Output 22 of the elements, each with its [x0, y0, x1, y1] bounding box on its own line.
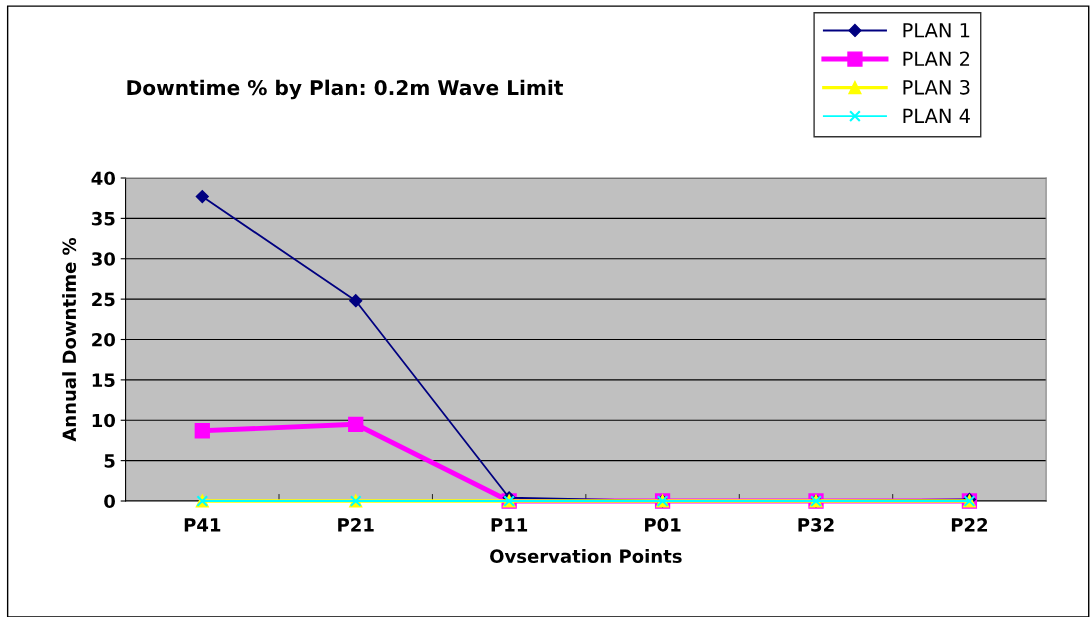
y-tick-label: 35	[91, 211, 115, 226]
x-tick-label: P41	[184, 518, 221, 532]
legend-label: PLAN 1	[903, 23, 970, 38]
y-tick-label: 30	[91, 252, 115, 266]
y-tick-label: 0	[104, 494, 115, 509]
x-tick-label: P01	[645, 517, 681, 532]
x-axis-title: Ovservation Points	[490, 549, 682, 564]
y-tick-label: 15	[92, 373, 115, 387]
y-axis-title: Annual Downtime %	[62, 237, 77, 442]
y-tick-label: 20	[92, 332, 115, 347]
legend-label: PLAN 2	[903, 51, 970, 66]
y-tick-label: 25	[92, 292, 115, 307]
x-tick-label: P21	[338, 517, 374, 532]
chart-title: Downtime % by Plan: 0.2m Wave Limit	[127, 79, 563, 100]
y-tick-label: 40	[91, 171, 115, 186]
y-tick-label: 10	[92, 413, 115, 428]
y-tick-label: 5	[104, 454, 115, 468]
x-tick-label: P11	[491, 518, 528, 532]
legend-label: PLAN 4	[903, 108, 970, 123]
x-tick-label: P32	[798, 517, 834, 532]
x-tick-label: P22	[951, 517, 988, 532]
legend-label: PLAN 3	[903, 79, 970, 95]
